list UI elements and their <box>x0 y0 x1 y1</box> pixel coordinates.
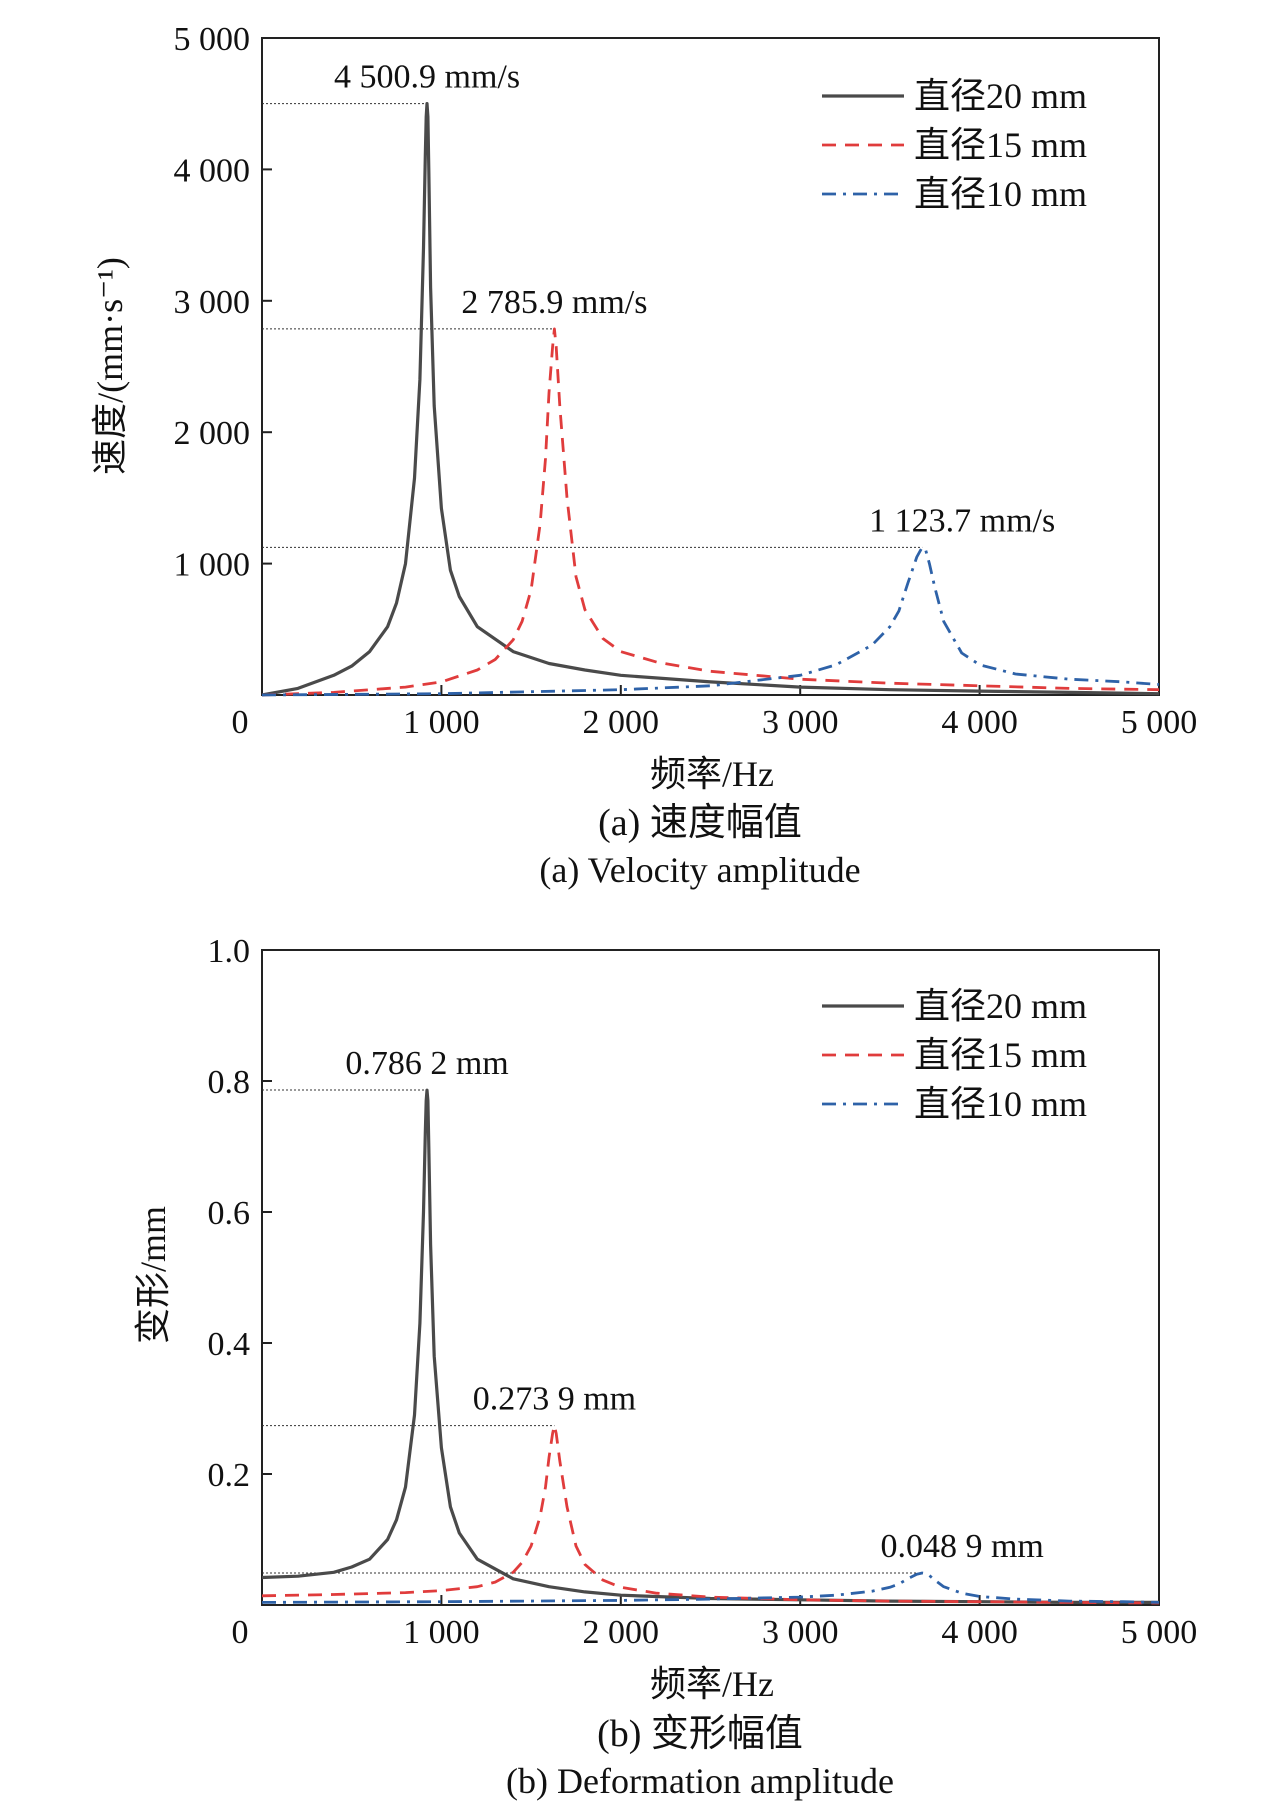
caption-en: (a) Velocity amplitude <box>539 850 860 890</box>
y-tick-label: 0.4 <box>208 1326 251 1363</box>
y-axis-title: 变形/mm <box>133 1206 173 1344</box>
x-tick-label: 4 000 <box>941 704 1018 741</box>
y-tick-label: 1.0 <box>208 933 251 970</box>
x-tick-label: 0 <box>232 1614 249 1651</box>
peak-guide-lines <box>262 1090 922 1573</box>
y-tick-label: 5 000 <box>174 21 251 58</box>
x-axis-title: 频率/Hz <box>650 754 774 794</box>
x-tick-label: 3 000 <box>762 1614 839 1651</box>
caption-en: (b) Deformation amplitude <box>506 1761 894 1801</box>
peak-guide-lines <box>262 104 922 548</box>
chart-deformation-amplitude: 0.2 0.4 0.6 0.8 1.0 0 1 000 2 000 3 000 4 000 5 0… <box>133 933 1197 1801</box>
peak-annotation-label: 2 785.9 mm/s <box>461 284 647 321</box>
x-tick-label: 1 000 <box>403 704 480 741</box>
figure: 1 000 2 000 3 000 4 000 5 000 0 1 000 2 000 3 0… <box>0 0 1276 1809</box>
peak-annotation-label: 0.048 9 mm <box>880 1528 1043 1565</box>
series-line-d20 <box>262 1090 1159 1602</box>
y-tick-label: 3 000 <box>174 284 251 321</box>
chart-velocity-amplitude: 1 000 2 000 3 000 4 000 5 000 0 1 000 2 000 3 0… <box>90 21 1197 890</box>
y-axis-ticks: 1 000 2 000 3 000 4 000 5 000 <box>174 21 273 584</box>
peak-annotation-label: 0.273 9 mm <box>473 1381 636 1418</box>
legend-label-d15: 直径15 mm <box>914 125 1087 165</box>
y-tick-label: 0.6 <box>208 1195 251 1232</box>
series-line-d10 <box>262 547 1159 695</box>
legend-label-d20: 直径20 mm <box>914 76 1087 116</box>
peak-annotation-label: 4 500.9 mm/s <box>334 59 520 96</box>
y-tick-label: 4 000 <box>174 152 251 189</box>
y-tick-label: 1 000 <box>174 547 251 584</box>
legend: 直径20 mm 直径15 mm 直径10 mm <box>822 986 1087 1124</box>
series-layer <box>262 1090 1159 1603</box>
legend-label-d15: 直径15 mm <box>914 1035 1087 1075</box>
legend-label-d10: 直径10 mm <box>914 174 1087 214</box>
y-tick-label: 2 000 <box>174 415 251 452</box>
x-tick-label: 3 000 <box>762 704 839 741</box>
peak-annotation-label: 1 123.7 mm/s <box>869 502 1055 539</box>
y-axis-title: 速度/(mm·s⁻¹) <box>90 257 130 475</box>
legend-label-d20: 直径20 mm <box>914 986 1087 1026</box>
x-tick-label: 0 <box>232 704 249 741</box>
legend-label-d10: 直径10 mm <box>914 1084 1087 1124</box>
x-tick-label: 5 000 <box>1121 704 1198 741</box>
caption-cn: (b) 变形幅值 <box>597 1713 803 1755</box>
y-tick-label: 0.8 <box>208 1064 251 1101</box>
x-tick-label: 1 000 <box>403 1614 480 1651</box>
x-tick-label: 2 000 <box>583 704 660 741</box>
y-tick-label: 0.2 <box>208 1457 251 1494</box>
caption-cn: (a) 速度幅值 <box>598 802 802 844</box>
peak-annotation-label: 0.786 2 mm <box>345 1045 508 1082</box>
x-tick-label: 2 000 <box>583 1614 660 1651</box>
x-axis-title: 频率/Hz <box>650 1664 774 1704</box>
x-tick-label: 5 000 <box>1121 1614 1198 1651</box>
legend: 直径20 mm 直径15 mm 直径10 mm <box>822 76 1087 214</box>
x-tick-label: 4 000 <box>941 1614 1018 1651</box>
